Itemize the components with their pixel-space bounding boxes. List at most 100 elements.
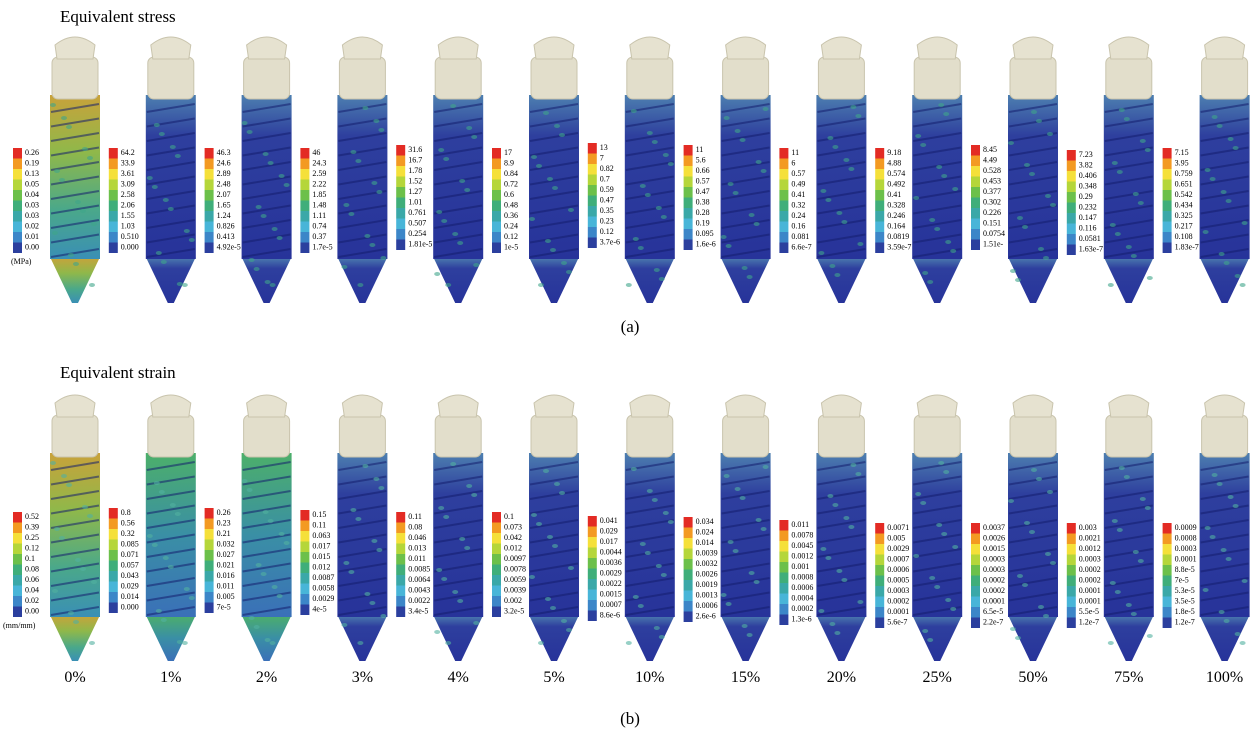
legend-label: 0.377 [983,187,1001,196]
speckle [270,283,276,287]
speckle [631,467,637,471]
speckle [1217,124,1223,128]
speckle [843,158,849,162]
speckle [68,611,74,615]
speckle [177,640,183,644]
legend-label: 5.6 [696,155,706,164]
legend-label: 3.7e-6 [600,237,620,246]
legend-label: 0.0071 [887,523,909,532]
legend-swatch [492,222,501,233]
legend-label: 6 [791,158,795,167]
legend-label: 0.12 [600,227,614,236]
legend-label: 0.042 [504,533,522,542]
legend-swatch [13,533,22,544]
speckle [265,280,271,284]
legend-swatch [492,169,501,180]
legend-label: 0.0001 [1079,596,1101,605]
speckle [59,178,65,182]
speckle [1212,473,1218,477]
legend-label: 0.232 [1079,202,1097,211]
speckle [436,210,442,214]
speckle [645,551,651,555]
legend-swatch [205,508,214,519]
legend-label: 0.046 [408,533,426,542]
legend-swatch [684,198,693,209]
speckle [927,280,933,284]
speckle [263,510,269,514]
abutment-cap [917,395,957,417]
legend-swatch [13,596,22,607]
legend-swatch [779,201,788,212]
speckle [378,128,384,132]
speckle [929,218,935,222]
legend-label: 0.147 [1079,213,1097,222]
speckle [1112,519,1118,523]
speckle [829,264,835,268]
legend-swatch [205,190,214,201]
speckle [1133,192,1139,196]
speckle [728,540,734,544]
abutment-cap [917,37,957,59]
speckle [170,145,176,149]
speckle [270,641,276,645]
speckle [466,126,472,130]
legend-label: 0.574 [887,169,905,178]
legend-label: 0.7 [600,174,610,183]
legend-label: 0.24 [504,221,518,230]
speckle [445,641,451,645]
legend-swatch [1163,243,1172,254]
speckle [1126,603,1132,607]
speckle [156,251,162,255]
legend-label: 24.3 [312,158,326,167]
legend-swatch [1067,245,1076,256]
speckle [728,182,734,186]
legend-label: 0.15 [312,510,326,519]
legend-label: 0.0002 [1079,575,1101,584]
legend-label: 0.063 [312,531,330,540]
legend-label: 1.01 [408,197,422,206]
implant [242,395,292,661]
legend-label: 3.82 [1079,160,1093,169]
abutment-collar [1106,57,1152,99]
legend-swatch [109,148,118,159]
speckle [742,266,748,270]
speckle [277,236,283,240]
legend-swatch [1163,148,1172,159]
implant-tip [337,257,387,303]
legend-label: 0.0002 [791,604,813,613]
legend-label: 0.151 [983,218,1001,227]
speckle [1242,579,1248,583]
speckle [543,469,549,473]
speckle [87,156,93,160]
speckle [922,629,928,633]
speckle [934,227,940,231]
legend-swatch [971,544,980,555]
legend-label: 3.61 [121,169,135,178]
speckle [927,638,933,642]
legend-label: 1e-5 [504,242,518,251]
legend-swatch [1067,224,1076,235]
speckle [1119,466,1125,470]
speckle [733,191,739,195]
speckle [80,567,86,571]
legend-label: 0.012 [312,562,330,571]
abutment-collar [914,57,960,99]
speckle [547,177,553,181]
speckle [52,231,58,235]
legend-label: 1.51e- [983,239,1004,248]
speckle [554,124,560,128]
legend-swatch [971,586,980,597]
legend-swatch [1067,576,1076,587]
speckle [1221,190,1227,194]
implant [1104,395,1154,661]
legend-label: 0.0015 [983,544,1005,553]
speckle [1124,117,1130,121]
speckle [1117,528,1123,532]
speckle [829,622,835,626]
speckle [68,253,74,257]
legend-label: 0.0007 [600,600,622,609]
column-label: 75% [1114,669,1143,686]
speckle [663,511,669,515]
legend-swatch [875,190,884,201]
implant [721,37,771,303]
